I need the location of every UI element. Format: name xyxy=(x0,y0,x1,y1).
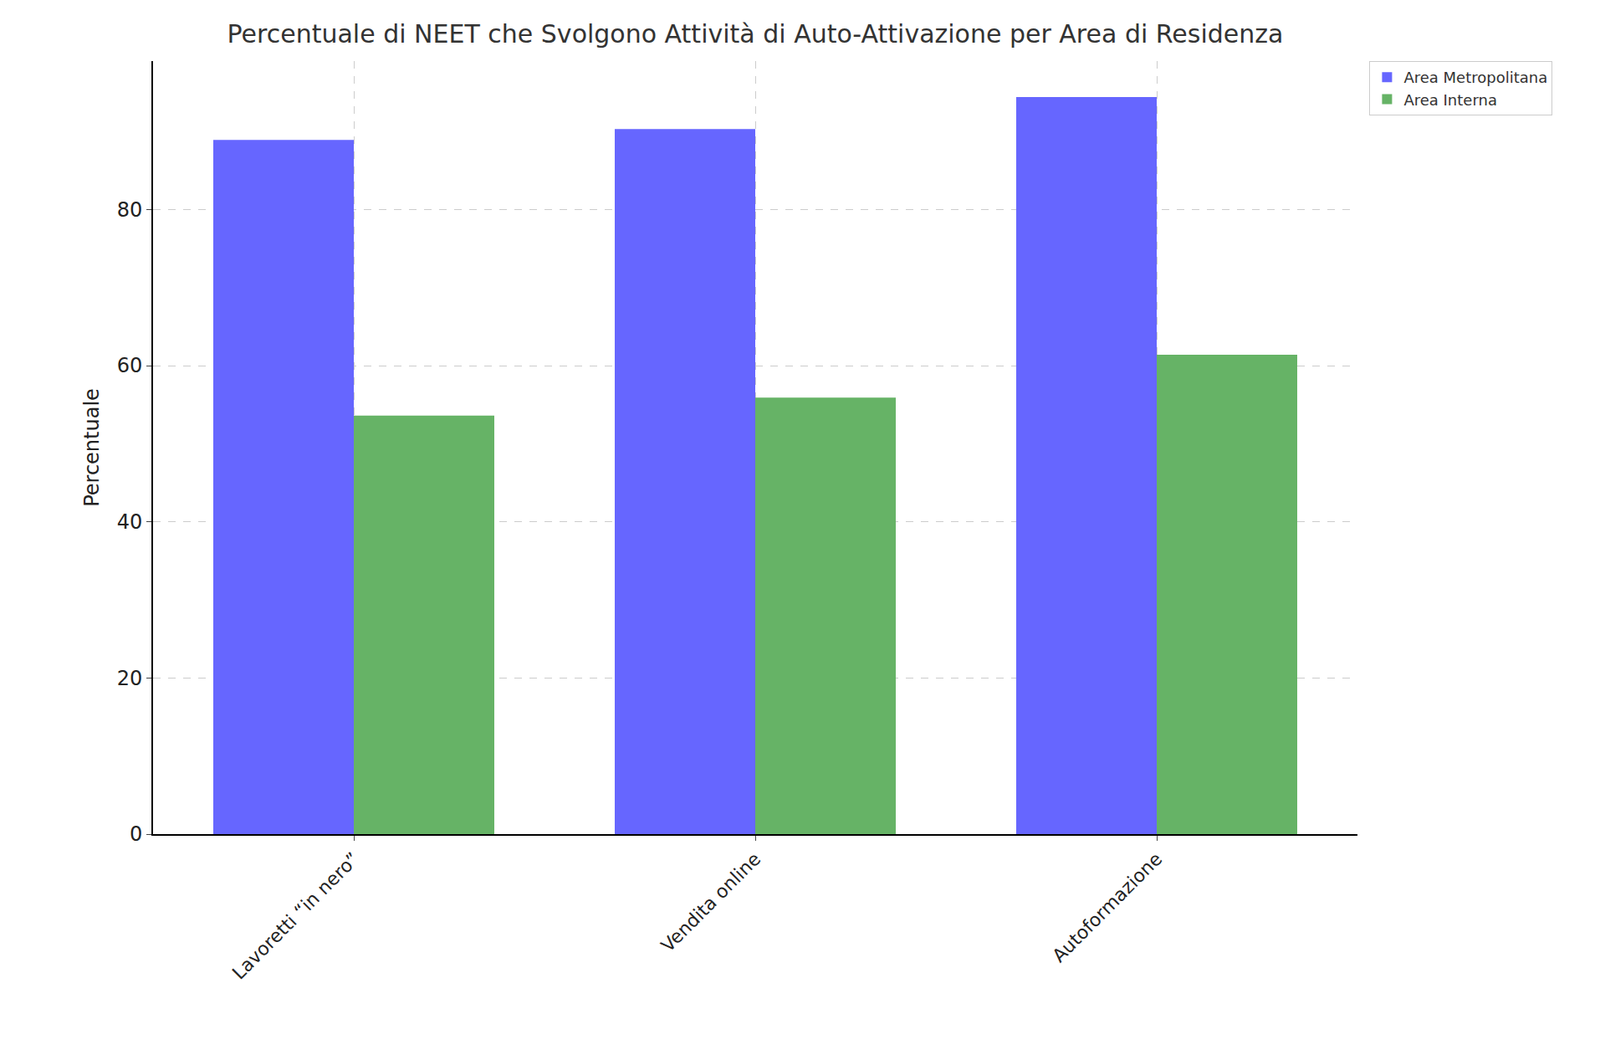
svg-text:Vendita online: Vendita online xyxy=(657,848,766,956)
svg-text:Area Metropolitana: Area Metropolitana xyxy=(1403,68,1548,87)
svg-text:20: 20 xyxy=(117,666,144,691)
svg-text:Percentuale di NEET che Svolgo: Percentuale di NEET che Svolgono Attivit… xyxy=(227,19,1284,49)
svg-text:Lavoretti “in nero”: Lavoretti “in nero” xyxy=(228,848,363,983)
svg-text:60: 60 xyxy=(117,353,144,378)
svg-text:0: 0 xyxy=(129,822,143,846)
svg-text:40: 40 xyxy=(117,510,144,534)
svg-text:Percentuale: Percentuale xyxy=(80,388,104,507)
svg-text:80: 80 xyxy=(117,198,144,222)
svg-text:Autoformazione: Autoformazione xyxy=(1047,848,1166,967)
svg-text:Area Interna: Area Interna xyxy=(1403,91,1498,109)
